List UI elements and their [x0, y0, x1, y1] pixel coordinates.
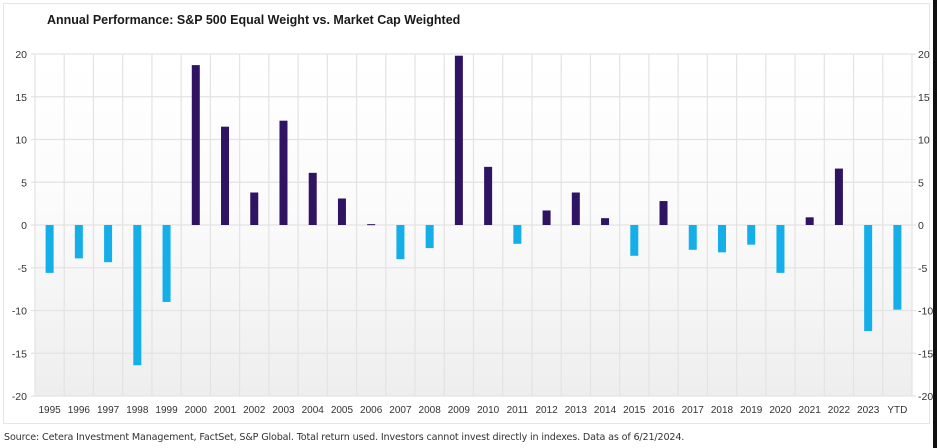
x-tick-label: 1995	[38, 405, 61, 416]
y-tick-label-left: 10	[15, 135, 27, 147]
bar-1996	[74, 225, 83, 259]
bar-2002	[250, 192, 259, 225]
bar-2013	[571, 192, 580, 225]
x-tick-label: 2023	[857, 405, 880, 416]
x-tick-label: 2017	[682, 405, 705, 416]
x-axis-labels: 1995 1996 1997 1998 1999 2000 2001 2002 2003 2004…	[38, 405, 907, 416]
x-tick-label: 2010	[477, 405, 500, 416]
bar-2023	[864, 225, 873, 332]
y-axis-right: 20 15 10 5 0 -5 -10 -15 -20	[918, 49, 933, 403]
bar-2001	[221, 126, 230, 225]
x-tick-label: 2021	[799, 405, 822, 416]
x-tick-label: 2014	[594, 405, 617, 416]
bars	[45, 55, 902, 366]
x-tick-label: 2008	[419, 405, 442, 416]
y-tick-label-left: -10	[12, 306, 27, 318]
bar-2016	[659, 201, 668, 225]
y-tick-label-right: 0	[918, 220, 924, 232]
y-axis-left: 20 15 10 5 0 -5 -10 -15 -20	[12, 49, 27, 403]
bar-2018	[717, 225, 726, 253]
x-tick-label: 2004	[302, 405, 325, 416]
bar-2020	[776, 225, 785, 273]
y-tick-label-right: -20	[918, 391, 933, 403]
x-tick-label: 2009	[448, 405, 471, 416]
y-tick-label-left: 5	[21, 177, 27, 189]
x-tick-label: 2018	[711, 405, 734, 416]
y-tick-label-left: -5	[18, 263, 27, 275]
y-tick-label-left: -15	[12, 348, 27, 360]
bar-1999	[162, 225, 171, 302]
bar-2010	[484, 166, 493, 225]
x-tick-label: 2015	[623, 405, 646, 416]
x-tick-label: 2022	[828, 405, 851, 416]
y-tick-label-right: 15	[918, 92, 930, 104]
bar-2007	[396, 225, 405, 260]
x-tick-label: 2019	[740, 405, 763, 416]
bar-2003	[279, 120, 288, 225]
bar-2006	[367, 224, 376, 226]
bar-2021	[805, 217, 814, 225]
bar-1995	[45, 225, 54, 273]
bar-2019	[747, 225, 756, 245]
bar-1998	[133, 225, 142, 366]
x-tick-label: 2002	[243, 405, 266, 416]
x-tick-label: 2013	[565, 405, 588, 416]
y-tick-label-right: 10	[918, 135, 930, 147]
x-tick-label: 2016	[652, 405, 675, 416]
bar-2017	[688, 225, 697, 250]
x-tick-label: 2006	[360, 405, 383, 416]
bar-YTD	[893, 225, 902, 310]
y-tick-label-left: 20	[15, 49, 27, 61]
x-tick-label: 1999	[155, 405, 178, 416]
x-tick-label: 2012	[535, 405, 558, 416]
x-tick-label: 1996	[68, 405, 91, 416]
bar-2004	[308, 172, 317, 225]
bar-2005	[337, 198, 346, 225]
chart-title: Annual Performance: S&P 500 Equal Weight…	[47, 13, 461, 27]
x-tick-label: YTD	[887, 405, 907, 416]
y-tick-label-right: 20	[918, 49, 930, 61]
x-tick-label: 2020	[769, 405, 792, 416]
x-tick-label: 2007	[389, 405, 412, 416]
bar-2011	[513, 225, 522, 244]
y-tick-label-right: -15	[918, 348, 933, 360]
y-tick-label-left: 0	[21, 220, 27, 232]
x-tick-label: 2003	[272, 405, 295, 416]
bar-2008	[425, 225, 434, 249]
bar-2009	[454, 55, 463, 226]
bar-2022	[834, 168, 843, 225]
bar-2015	[630, 225, 639, 256]
x-tick-label: 2011	[507, 405, 529, 416]
bar-2000	[191, 65, 200, 226]
bar-2014	[601, 218, 610, 225]
x-tick-label: 1997	[97, 405, 120, 416]
bar-2012	[542, 210, 551, 225]
gridlines	[31, 53, 916, 397]
bar-1997	[104, 225, 113, 263]
y-tick-label-right: -5	[918, 263, 927, 275]
x-tick-label: 1998	[126, 405, 149, 416]
window-edge	[933, 0, 937, 448]
source-footnote: Source: Cetera Investment Management, Fa…	[4, 432, 685, 443]
y-tick-label-right: 5	[918, 177, 924, 189]
y-tick-label-left: -20	[12, 391, 27, 403]
x-tick-label: 2001	[214, 405, 237, 416]
x-tick-label: 2005	[331, 405, 354, 416]
x-tick-label: 2000	[185, 405, 208, 416]
y-tick-label-right: -10	[918, 306, 933, 318]
y-tick-label-left: 15	[15, 92, 27, 104]
